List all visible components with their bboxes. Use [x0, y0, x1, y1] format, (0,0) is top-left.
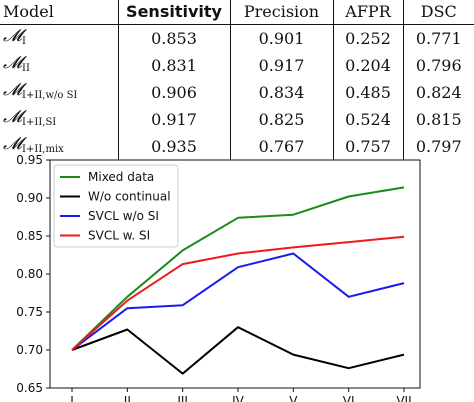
- sensitivity-cell: 0.831: [117, 51, 230, 79]
- precision-cell: 0.834: [229, 78, 333, 106]
- x-tick-label: II: [124, 394, 131, 402]
- dsc-cell: 0.824: [402, 78, 474, 106]
- series-line-w-o-continual: [71, 326, 405, 375]
- model-cell: 𝓜I+II,SI: [0, 106, 118, 133]
- legend-box: [53, 164, 179, 248]
- table-row: 𝓜I+II,SI 0.917 0.825 0.524 0.815: [0, 105, 474, 133]
- header-precision: Precision: [229, 0, 333, 25]
- precision-cell: 0.917: [229, 51, 333, 79]
- x-tick-label: VII: [396, 394, 411, 402]
- model-subscript: I+II,w/o SI: [22, 89, 78, 101]
- results-table: Model Sensitivity Precision AFPR DSC 𝓜I …: [0, 0, 474, 160]
- sensitivity-cell: 0.917: [117, 105, 230, 133]
- table-header-row: Model Sensitivity Precision AFPR DSC: [0, 0, 474, 25]
- model-cell: 𝓜II: [0, 52, 118, 79]
- x-tick-label: V: [289, 394, 298, 402]
- model-symbol: 𝓜: [3, 133, 23, 154]
- model-symbol: 𝓜: [3, 79, 23, 100]
- model-symbol: 𝓜: [3, 106, 23, 127]
- x-tick-label: IV: [232, 394, 245, 402]
- series-line-mixed-data: [71, 186, 405, 351]
- header-model: Model: [0, 0, 118, 25]
- table-row: 𝓜I+II,mix 0.935 0.767 0.757 0.797: [0, 132, 474, 160]
- y-tick-label: 0.65: [16, 381, 43, 395]
- dsc-cell: 0.797: [402, 132, 474, 160]
- dsc-cell: 0.771: [402, 24, 474, 52]
- y-tick-label: 0.85: [16, 229, 43, 243]
- table-row: 𝓜II 0.831 0.917 0.204 0.796: [0, 51, 474, 79]
- y-tick-label: 0.90: [16, 191, 43, 205]
- model-subscript: II: [22, 62, 30, 74]
- legend-label: W/o continual: [88, 190, 171, 204]
- legend-label: SVCL w. SI: [88, 229, 150, 243]
- table-row: 𝓜I 0.853 0.901 0.252 0.771: [0, 24, 474, 52]
- y-tick-label: 0.80: [16, 267, 43, 281]
- x-tick-label: VI: [343, 394, 355, 402]
- afpr-cell: 0.524: [332, 105, 403, 133]
- model-symbol: 𝓜: [3, 52, 23, 73]
- dsc-cell: 0.796: [402, 51, 474, 79]
- sensitivity-cell: 0.853: [117, 24, 230, 52]
- model-subscript: I+II,mix: [22, 143, 64, 155]
- model-symbol: 𝓜: [3, 25, 23, 46]
- model-cell: 𝓜I: [0, 24, 118, 52]
- y-tick-label: 0.70: [16, 343, 43, 357]
- series-line-svcl-w-si: [71, 235, 405, 351]
- legend-label: SVCL w/o SI: [88, 209, 159, 223]
- header-dsc: DSC: [402, 0, 474, 25]
- model-subscript: I+II,SI: [22, 116, 57, 128]
- header-afpr: AFPR: [332, 0, 403, 25]
- dsc-cell: 0.815: [402, 105, 474, 133]
- y-tick-label: 0.75: [16, 305, 43, 319]
- x-tick-label: III: [177, 394, 188, 402]
- series-line-svcl-w-o-si: [71, 252, 405, 351]
- model-cell: 𝓜I+II,w/o SI: [0, 79, 118, 106]
- afpr-cell: 0.485: [332, 78, 403, 106]
- precision-cell: 0.825: [229, 105, 333, 133]
- afpr-cell: 0.252: [332, 24, 403, 52]
- table-row: 𝓜I+II,w/o SI 0.906 0.834 0.485 0.824: [0, 78, 474, 106]
- afpr-cell: 0.204: [332, 51, 403, 79]
- x-tick-label: I: [70, 394, 74, 402]
- sensitivity-cell: 0.906: [117, 78, 230, 106]
- precision-cell: 0.767: [229, 132, 333, 160]
- model-cell: 𝓜I+II,mix: [0, 133, 118, 160]
- line-chart: 0.650.700.750.800.850.900.95I II III IV V VI V…: [16, 153, 421, 402]
- afpr-cell: 0.757: [332, 132, 403, 160]
- legend-label: Mixed data: [88, 170, 154, 184]
- sensitivity-cell: 0.935: [117, 132, 230, 160]
- precision-cell: 0.901: [229, 24, 333, 52]
- y-tick-label: 0.95: [16, 153, 43, 167]
- header-sensitivity: Sensitivity: [117, 0, 230, 25]
- model-subscript: I: [22, 35, 26, 47]
